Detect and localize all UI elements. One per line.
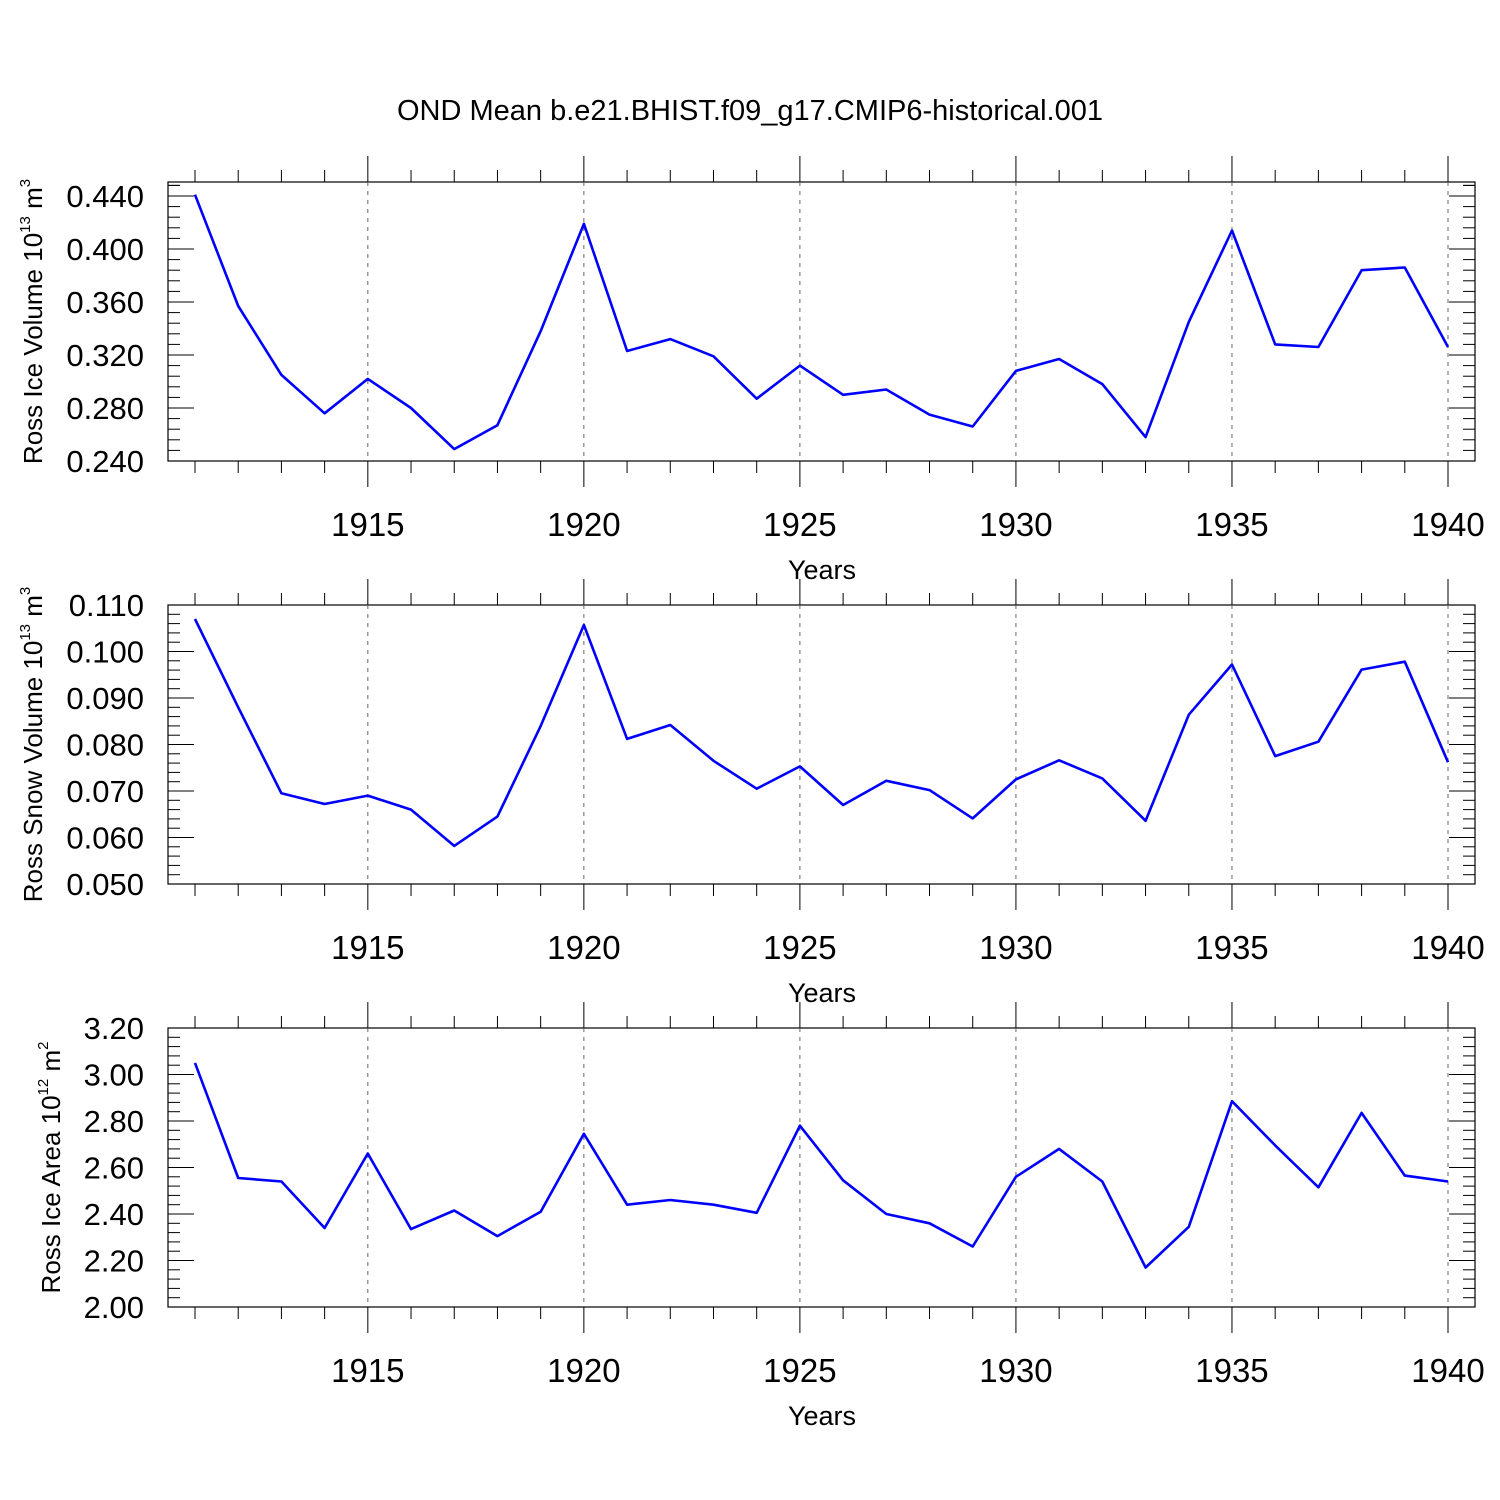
y-tick-label: 0.050 (66, 867, 144, 902)
x-tick-label: 1920 (547, 929, 620, 966)
x-tick-label: 1930 (979, 506, 1052, 543)
y-tick-label: 2.00 (84, 1290, 144, 1325)
x-tick-label: 1935 (1195, 506, 1268, 543)
y-tick-label: 0.360 (66, 285, 144, 320)
x-tick-label: 1915 (331, 929, 404, 966)
plot-frame (167, 181, 1476, 462)
x-tick-label: 1915 (331, 1352, 404, 1389)
y-tick-label: 2.80 (84, 1104, 144, 1139)
y-tick-label: 0.240 (66, 444, 144, 479)
plot-frame (167, 1027, 1476, 1308)
y-tick-label: 3.20 (84, 1011, 144, 1046)
chart-panel-2: 1915 1920 1925 1930 1935 1940 Years 0.050 0.060 0… (17, 579, 1485, 1008)
series-line (193, 194, 1450, 451)
y-tick-label: 0.080 (66, 728, 144, 763)
chart-panel-3: 1915 1920 1925 1930 1935 1940 Years 2.00 2.20 2.4… (35, 1002, 1485, 1431)
plot-frame (167, 604, 1476, 885)
y-tick-label: 2.40 (84, 1197, 144, 1232)
x-tick-label: 1925 (763, 506, 836, 543)
y-tick-label: 0.400 (66, 232, 144, 267)
x-tick-label: 1915 (331, 506, 404, 543)
series-line (193, 1062, 1449, 1269)
x-tick-label: 1925 (763, 1352, 836, 1389)
x-tick-label: 1940 (1411, 1352, 1484, 1389)
y-tick-label: 0.110 (69, 588, 144, 623)
y-tick-label: 2.20 (84, 1244, 144, 1279)
y-axis-label: Ross Ice Volume 1013 m3 (17, 179, 48, 464)
x-tick-label: 1920 (547, 506, 620, 543)
x-axis-label: Years (788, 978, 856, 1008)
x-tick-label: 1940 (1411, 929, 1484, 966)
y-tick-label: 0.320 (66, 338, 144, 373)
y-tick-label: 0.090 (66, 681, 144, 716)
x-tick-label: 1925 (763, 929, 836, 966)
x-tick-label: 1930 (979, 929, 1052, 966)
chart-title: OND Mean b.e21.BHIST.f09_g17.CMIP6-histo… (397, 95, 1103, 127)
y-tick-label: 0.060 (66, 821, 144, 856)
x-tick-label: 1935 (1195, 1352, 1268, 1389)
chart-panel-1: 1915 1920 1925 1930 1935 1940 Years 0.240 0.280 0… (17, 156, 1485, 585)
x-tick-label: 1930 (979, 1352, 1052, 1389)
x-axis-label: Years (788, 1401, 856, 1431)
y-tick-label: 0.440 (66, 179, 144, 214)
x-tick-label: 1940 (1411, 506, 1484, 543)
y-axis-label: Ross Ice Area 1012 m2 (35, 1042, 66, 1294)
x-axis-label: Years (788, 555, 856, 585)
y-tick-label: 0.280 (66, 391, 144, 426)
series-line (193, 618, 1450, 848)
y-tick-label: 3.00 (84, 1058, 144, 1093)
x-tick-label: 1935 (1195, 929, 1268, 966)
y-axis-label: Ross Snow Volume 1013 m3 (17, 587, 48, 903)
y-tick-label: 2.60 (84, 1151, 144, 1186)
y-tick-label: 0.100 (66, 635, 144, 670)
y-tick-label: 0.070 (66, 774, 144, 809)
x-tick-label: 1920 (547, 1352, 620, 1389)
